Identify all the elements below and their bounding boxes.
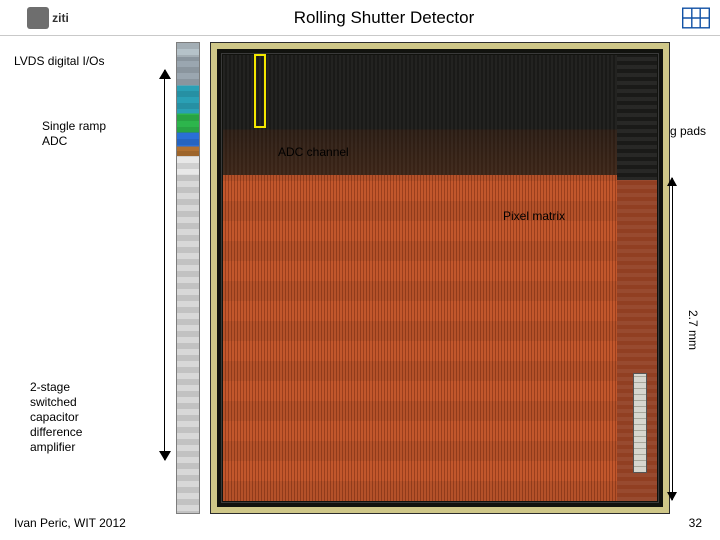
dimension-arrow: [668, 178, 678, 500]
label-adc-channel: ADC channel: [278, 145, 349, 160]
arrow-shaft: [672, 178, 673, 500]
slide: ziti Rolling Shutter Detector LVDS digit…: [0, 0, 720, 540]
arrow-head-up-icon: [159, 69, 171, 79]
label-single-ramp: Single ramp ADC: [42, 119, 122, 149]
chip-die: [210, 42, 670, 514]
arrow-head-down-icon: [159, 451, 171, 461]
arrow-head-down-icon: [667, 492, 677, 501]
label-dim-height: 2.7 mm: [686, 310, 700, 350]
strip-extent-arrow: [158, 70, 172, 460]
logo-left-icon: [27, 7, 49, 29]
label-two-stage: 2-stage switched capacitor difference am…: [30, 380, 116, 455]
page-title: Rolling Shutter Detector: [96, 8, 672, 28]
arrow-shaft: [164, 70, 165, 460]
logo-right: [672, 0, 720, 36]
logo-left-text: ziti: [52, 11, 69, 25]
grid-icon: [682, 7, 710, 29]
footer-author: Ivan Peric, WIT 2012: [14, 516, 126, 530]
chip-strip: [176, 42, 200, 514]
label-lvds: LVDS digital I/Os: [14, 54, 104, 69]
label-pixel-matrix: Pixel matrix: [503, 209, 565, 224]
logo-left: ziti: [0, 0, 96, 36]
footer-page: 32: [689, 516, 702, 530]
adc-channel-highlight: [254, 54, 266, 128]
header: ziti Rolling Shutter Detector: [0, 0, 720, 36]
pad-stack: [633, 373, 647, 473]
